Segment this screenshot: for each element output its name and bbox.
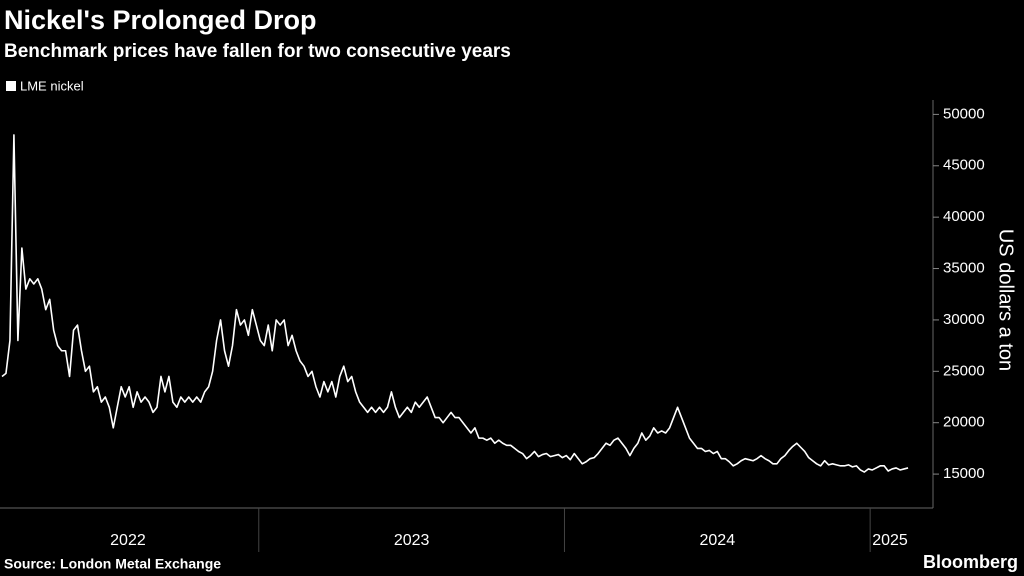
y-tick-label: 30000 (943, 311, 985, 328)
legend-label: LME nickel (20, 78, 84, 93)
x-tick-label: 2025 (872, 532, 908, 549)
y-tick-label: 40000 (943, 208, 985, 225)
y-tick-label: 50000 (943, 105, 985, 122)
x-tick-label: 2024 (700, 532, 736, 549)
y-axis-title: US dollars a ton (995, 229, 1017, 371)
price-line (1, 134, 909, 473)
chart-subtitle: Benchmark prices have fallen for two con… (4, 41, 511, 62)
legend-swatch (6, 81, 16, 91)
y-tick-label: 25000 (943, 362, 985, 379)
source: Source: London Metal Exchange (4, 556, 221, 572)
brand: Bloomberg (923, 552, 1018, 572)
y-tick-label: 45000 (943, 157, 985, 174)
x-tick-label: 2023 (394, 532, 430, 549)
y-tick-label: 35000 (943, 260, 985, 277)
y-tick-label: 20000 (943, 414, 985, 431)
y-tick-label: 15000 (943, 465, 985, 482)
chart-title: Nickel's Prolonged Drop (4, 5, 316, 35)
x-tick-label: 2022 (110, 532, 146, 549)
